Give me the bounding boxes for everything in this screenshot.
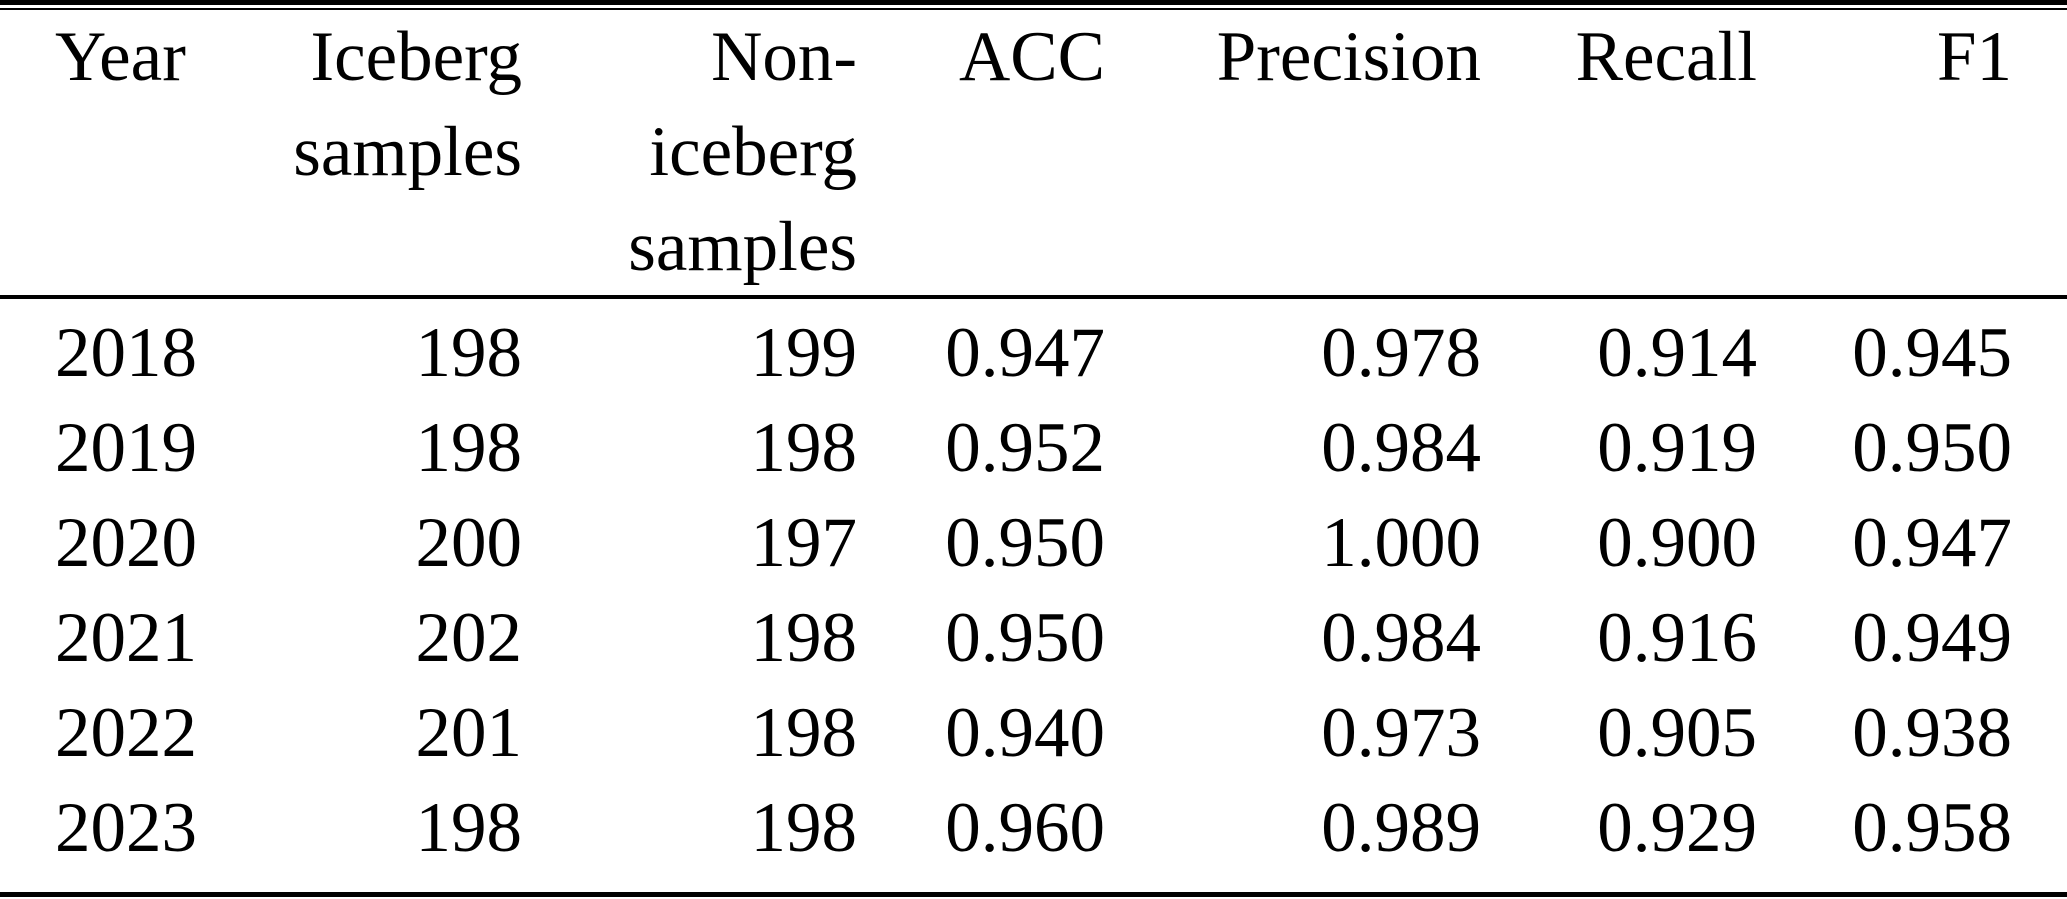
cell-non-iceberg-samples: 199 — [750, 314, 858, 392]
cell-acc: 0.950 — [945, 504, 1105, 582]
cell-year: 2021 — [55, 599, 197, 677]
cell-iceberg-samples: 198 — [415, 789, 523, 867]
cell-f1: 0.949 — [1852, 599, 2012, 677]
table-row: 2019 198 198 0.952 0.984 0.919 0.950 — [0, 401, 2067, 496]
cell-year: 2022 — [55, 694, 197, 772]
cell-iceberg-samples: 200 — [415, 504, 523, 582]
table-row: 2021 202 198 0.950 0.984 0.916 0.949 — [0, 591, 2067, 686]
cell-precision: 1.000 — [1321, 504, 1481, 582]
cell-non-iceberg-samples: 198 — [750, 789, 858, 867]
cell-f1: 0.945 — [1852, 314, 2012, 392]
column-header-precision: Precision — [1216, 18, 1481, 96]
table-row: 2022 201 198 0.940 0.973 0.905 0.938 — [0, 686, 2067, 781]
cell-iceberg-samples: 201 — [415, 694, 523, 772]
cell-acc: 0.960 — [945, 789, 1105, 867]
cell-non-iceberg-samples: 198 — [750, 694, 858, 772]
table-bottom-rule — [0, 892, 2067, 897]
cell-recall: 0.919 — [1597, 409, 1757, 487]
cell-f1: 0.947 — [1852, 504, 2012, 582]
cell-iceberg-samples: 202 — [415, 599, 523, 677]
cell-iceberg-samples: 198 — [415, 409, 523, 487]
cell-year: 2018 — [55, 314, 197, 392]
cell-precision: 0.984 — [1321, 599, 1481, 677]
cell-recall: 0.914 — [1597, 314, 1757, 392]
table-top-rule-thick — [0, 0, 2067, 5]
cell-non-iceberg-samples: 197 — [750, 504, 858, 582]
cell-year: 2020 — [55, 504, 197, 582]
cell-acc: 0.947 — [945, 314, 1105, 392]
cell-precision: 0.989 — [1321, 789, 1481, 867]
cell-year: 2023 — [55, 789, 197, 867]
cell-non-iceberg-samples: 198 — [750, 599, 858, 677]
cell-recall: 0.900 — [1597, 504, 1757, 582]
table-row: 2023 198 198 0.960 0.989 0.929 0.958 — [0, 781, 2067, 876]
column-header-non-iceberg-samples: Non-iceberg samples — [628, 18, 857, 286]
results-table: Year Iceberg samples Non-iceberg samples… — [0, 10, 2067, 876]
cell-acc: 0.940 — [945, 694, 1105, 772]
cell-f1: 0.950 — [1852, 409, 2012, 487]
cell-precision: 0.978 — [1321, 314, 1481, 392]
cell-year: 2019 — [55, 409, 197, 487]
cell-acc: 0.950 — [945, 599, 1105, 677]
column-header-f1: F1 — [1937, 18, 2012, 96]
cell-non-iceberg-samples: 198 — [750, 409, 858, 487]
cell-precision: 0.984 — [1321, 409, 1481, 487]
cell-recall: 0.916 — [1597, 599, 1757, 677]
table-row: 2018 198 199 0.947 0.978 0.914 0.945 — [0, 297, 2067, 401]
cell-f1: 0.958 — [1852, 789, 2012, 867]
cell-iceberg-samples: 198 — [415, 314, 523, 392]
column-header-year: Year — [55, 18, 186, 96]
column-header-iceberg-samples: Iceberg samples — [293, 18, 522, 191]
cell-f1: 0.938 — [1852, 694, 2012, 772]
column-header-acc: ACC — [959, 18, 1105, 96]
cell-recall: 0.929 — [1597, 789, 1757, 867]
table-top-rule-thin — [0, 8, 2067, 10]
cell-recall: 0.905 — [1597, 694, 1757, 772]
table-header-row: Year Iceberg samples Non-iceberg samples… — [0, 10, 2067, 297]
cell-precision: 0.973 — [1321, 694, 1481, 772]
table-row: 2020 200 197 0.950 1.000 0.900 0.947 — [0, 496, 2067, 591]
column-header-recall: Recall — [1575, 18, 1757, 96]
cell-acc: 0.952 — [945, 409, 1105, 487]
